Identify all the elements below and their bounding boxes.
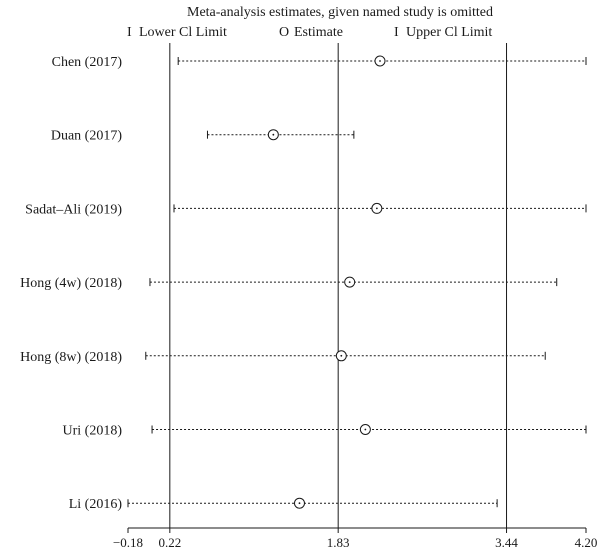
study-row: Hong (4w) (2018) [20,276,558,291]
study-row: Chen (2017) [52,55,587,70]
legend-lower-label: Lower Cl Limit [139,25,227,40]
reference-lines [169,43,508,528]
estimate-point-center [375,207,378,210]
chart-title: Meta-analysis estimates, given named stu… [187,5,493,20]
study-row: Sadat–Ali (2019) [25,202,587,217]
x-tick-label: −0.18 [113,535,143,550]
study-label: Sadat–Ali (2019) [25,202,122,217]
estimate-point-center [298,502,301,505]
study-label: Uri (2018) [63,424,123,439]
study-rows: Chen (2017) Duan (2017) Sadat–Ali (2019) Ho… [20,55,587,512]
study-label: Hong (8w) (2018) [20,350,122,365]
estimate-point-center [272,133,275,136]
estimate-point-center [340,354,343,357]
legend-estimate-symbol: O [279,25,289,40]
legend-estimate-label: Estimate [294,25,343,40]
study-label: Chen (2017) [52,55,123,70]
estimate-point-center [348,281,351,283]
legend-lower-symbol: I [127,25,132,40]
study-label: Hong (4w) (2018) [20,276,122,291]
study-row: Li (2016) [69,497,498,512]
x-tick-label: 1.83 [327,535,350,550]
x-tick-label: 4.20 [575,535,598,550]
legend-upper-symbol: I [394,25,399,40]
study-row: Hong (8w) (2018) [20,350,546,365]
study-label: Duan (2017) [51,129,122,144]
legend-upper-label: Upper Cl Limit [406,25,492,40]
x-tick-label: 0.22 [158,535,181,550]
x-axis: −0.18 0.22 1.83 3.44 4.20 [113,527,598,550]
study-row: Uri (2018) [63,424,587,439]
study-row: Duan (2017) [51,129,355,144]
study-label: Li (2016) [69,497,123,512]
estimate-point-center [364,428,367,431]
estimate-point-center [379,60,381,62]
x-tick-label: 3.44 [495,535,518,550]
legend: I Lower Cl Limit O Estimate I Upper Cl L… [127,25,492,40]
